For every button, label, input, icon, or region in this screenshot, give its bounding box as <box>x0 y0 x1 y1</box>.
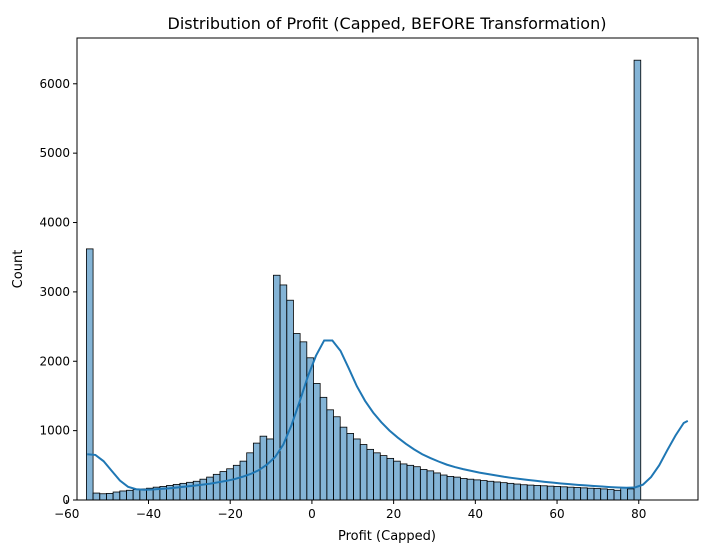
y-tick-label: 3000 <box>39 285 70 299</box>
histogram-bar <box>439 474 448 501</box>
histogram-bar <box>313 383 321 501</box>
histogram-bar <box>106 493 114 501</box>
histogram-bar <box>393 460 401 501</box>
histogram-bar <box>279 284 288 501</box>
histogram-bar <box>92 492 101 501</box>
histogram-bar <box>506 482 515 501</box>
y-tick-label: 6000 <box>39 77 70 91</box>
y-tick-label: 2000 <box>39 354 70 368</box>
histogram-bar <box>85 248 94 501</box>
histogram-bar <box>373 452 381 501</box>
histogram-bar <box>339 426 348 501</box>
histogram-bar <box>266 438 274 501</box>
histogram-bar <box>633 59 642 501</box>
histogram-bar <box>379 455 388 501</box>
x-tick-label: 60 <box>549 507 564 521</box>
y-tick-label: 5000 <box>39 146 70 160</box>
histogram-bar <box>319 396 328 501</box>
histogram-bar <box>132 489 141 501</box>
histogram-bar <box>446 476 455 501</box>
histogram-bar <box>626 488 635 501</box>
histogram-bar <box>386 457 395 501</box>
histogram-bar <box>119 490 127 501</box>
histogram-bar <box>513 483 521 501</box>
histogram-bar <box>299 341 308 501</box>
kde-curve <box>87 339 689 491</box>
histogram-bar <box>560 486 568 501</box>
histogram-bar <box>239 460 248 501</box>
histogram-bar <box>286 299 294 501</box>
y-tick-label: 0 <box>62 493 70 507</box>
histogram-bar <box>433 472 441 501</box>
histogram-bar <box>453 476 461 501</box>
histogram-bar <box>199 478 208 501</box>
histogram-bar <box>533 485 541 501</box>
x-tick-label: −60 <box>54 507 79 521</box>
x-tick-label: 40 <box>468 507 483 521</box>
histogram-bar <box>480 480 488 501</box>
histogram-bar <box>566 486 575 501</box>
y-axis-ticks: 0 1000 2000 3000 4000 5000 6000 <box>39 77 77 507</box>
histogram-bar <box>520 484 528 501</box>
histogram-bar <box>246 452 254 501</box>
histogram-bar <box>600 488 608 501</box>
histogram-bar <box>473 479 481 501</box>
histogram-bar <box>586 487 595 501</box>
histogram-bar <box>126 489 134 501</box>
histogram-bar <box>399 463 408 501</box>
histogram-bar <box>553 486 562 501</box>
histogram-bar <box>606 489 615 501</box>
histogram-bar <box>620 487 628 501</box>
histogram-bar <box>580 487 588 501</box>
histogram-bar <box>413 466 421 501</box>
histogram-bar <box>366 448 374 501</box>
histogram-bar <box>206 476 214 501</box>
histogram-bar <box>593 488 602 501</box>
histogram-bar <box>500 482 508 501</box>
histogram-bar <box>613 489 622 501</box>
x-tick-label: 0 <box>308 507 316 521</box>
x-axis-label: Profit (Capped) <box>338 529 436 544</box>
x-axis-ticks: −60 −40 −20 0 20 40 60 80 <box>54 500 646 521</box>
histogram-bar <box>406 464 415 501</box>
histogram-bar <box>426 470 435 501</box>
histogram-bar <box>419 469 428 501</box>
histogram-bar <box>540 485 548 501</box>
histogram-bar <box>212 473 221 501</box>
histogram-bar <box>353 438 361 501</box>
histogram-bar <box>466 478 475 501</box>
histogram-bar <box>99 493 107 501</box>
histogram-bar <box>219 471 228 501</box>
histogram-bar <box>546 485 555 501</box>
histogram-bar <box>326 409 334 501</box>
x-tick-label: 80 <box>631 507 646 521</box>
y-axis-label: Count <box>11 250 26 289</box>
x-tick-label: −40 <box>136 507 161 521</box>
histogram-bar <box>359 444 368 501</box>
histogram-bar <box>486 480 495 501</box>
histogram-bar <box>333 416 341 501</box>
histogram-bar <box>273 274 281 501</box>
x-tick-label: 20 <box>386 507 401 521</box>
plot-frame <box>76 37 699 501</box>
histogram-bar <box>573 487 582 501</box>
histogram-bar <box>226 468 234 501</box>
chart-title: Distribution of Profit (Capped, BEFORE T… <box>168 14 607 33</box>
histogram-bar <box>460 478 468 501</box>
histogram-bar <box>112 491 121 501</box>
histogram-bar <box>493 481 501 501</box>
histogram-bar <box>346 433 354 501</box>
histogram-bar <box>526 484 535 501</box>
x-tick-label: −20 <box>218 507 243 521</box>
y-tick-label: 4000 <box>39 216 70 230</box>
histogram-bar <box>232 464 241 501</box>
y-tick-label: 1000 <box>39 424 70 438</box>
